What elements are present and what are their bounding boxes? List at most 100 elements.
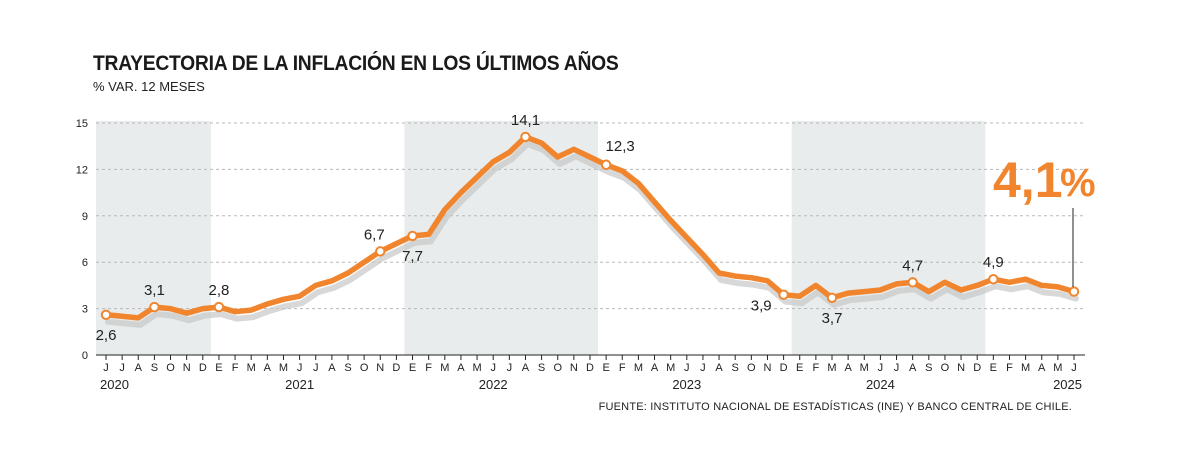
month-label-43: E bbox=[796, 362, 803, 374]
data-label-7: 2,8 bbox=[209, 282, 230, 299]
month-label-23: M bbox=[472, 362, 481, 374]
month-label-60: J bbox=[1071, 362, 1077, 374]
year-label-2020: 2020 bbox=[100, 377, 129, 392]
data-point-31 bbox=[600, 159, 612, 170]
month-label-57: M bbox=[1021, 362, 1030, 374]
y-tick-label-3: 3 bbox=[82, 304, 88, 316]
data-label-50: 4,7 bbox=[902, 257, 923, 274]
month-label-47: M bbox=[860, 362, 869, 374]
y-tick-label-12: 12 bbox=[76, 164, 88, 176]
y-tick-label-9: 9 bbox=[82, 211, 88, 223]
chart-source: FUENTE: INSTITUTO NACIONAL DE ESTADÍSTIC… bbox=[598, 401, 1072, 413]
data-label-layer: 2,6 3,1 2,8 6,7 7,7 14,1 12,3 3,9 3,7 4,7 4,9 bbox=[96, 112, 1004, 344]
data-point-42 bbox=[778, 289, 789, 300]
month-label-8: F bbox=[232, 362, 239, 374]
data-point-17 bbox=[375, 246, 386, 257]
month-label-4: O bbox=[166, 362, 175, 374]
data-label-17: 6,7 bbox=[364, 226, 385, 243]
year-label-2025: 2025 bbox=[1053, 377, 1082, 392]
month-label-11: M bbox=[279, 362, 288, 374]
data-point-50 bbox=[907, 277, 918, 288]
data-point-7 bbox=[213, 301, 225, 313]
chart-title: TRAYECTORIA DE LA INFLACIÓN EN LOS ÚLTIM… bbox=[93, 52, 619, 75]
year-label-2021: 2021 bbox=[285, 377, 314, 392]
month-label-40: O bbox=[747, 362, 756, 374]
month-label-14: A bbox=[328, 362, 336, 374]
month-label-26: A bbox=[522, 362, 530, 374]
data-label-19: 7,7 bbox=[402, 248, 423, 265]
data-point-0 bbox=[100, 309, 112, 320]
month-label-3: S bbox=[151, 362, 158, 374]
month-label-39: S bbox=[732, 362, 739, 374]
month-label-28: O bbox=[553, 362, 562, 374]
data-label-0: 2,6 bbox=[96, 327, 117, 344]
series-line-shadow bbox=[105, 140, 1079, 328]
y-tick-label-0: 0 bbox=[82, 350, 88, 362]
month-label-7: E bbox=[215, 362, 222, 374]
data-label-3: 3,1 bbox=[144, 282, 165, 299]
shaded-band-2 bbox=[791, 121, 986, 355]
data-point-26 bbox=[520, 131, 531, 143]
month-label-5: N bbox=[183, 362, 191, 374]
data-point-60 bbox=[1068, 286, 1080, 297]
month-label-44: F bbox=[812, 362, 819, 374]
month-label-15: S bbox=[344, 362, 351, 374]
data-point-3 bbox=[149, 301, 160, 313]
month-label-45: M bbox=[827, 362, 836, 374]
month-label-0: J bbox=[103, 362, 109, 374]
data-point-45 bbox=[826, 292, 838, 303]
month-label-42: D bbox=[780, 362, 788, 374]
month-label-35: M bbox=[666, 362, 675, 374]
month-label-25: J bbox=[507, 362, 513, 374]
month-label-58: A bbox=[1038, 362, 1046, 374]
month-label-34: A bbox=[651, 362, 659, 374]
month-label-21: M bbox=[440, 362, 449, 374]
month-label-9: M bbox=[247, 362, 256, 374]
month-label-54: D bbox=[973, 362, 981, 374]
month-label-52: O bbox=[941, 362, 950, 374]
chart-subtitle: % VAR. 12 MESES bbox=[93, 79, 205, 94]
month-label-6: D bbox=[199, 362, 207, 374]
month-label-32: F bbox=[619, 362, 626, 374]
month-label-48: J bbox=[878, 362, 884, 374]
month-label-53: N bbox=[957, 362, 965, 374]
y-tick-label-15: 15 bbox=[76, 118, 88, 130]
month-label-46: A bbox=[844, 362, 852, 374]
data-label-31: 12,3 bbox=[606, 138, 635, 155]
month-label-59: M bbox=[1053, 362, 1062, 374]
month-label-24: J bbox=[490, 362, 496, 374]
month-label-12: J bbox=[297, 362, 303, 374]
month-label-30: D bbox=[586, 362, 594, 374]
data-label-55: 4,9 bbox=[983, 254, 1004, 271]
month-label-17: N bbox=[376, 362, 384, 374]
month-label-41: N bbox=[763, 362, 771, 374]
month-label-38: A bbox=[715, 362, 723, 374]
highlight-value: 4,1 bbox=[993, 152, 1063, 208]
month-label-22: A bbox=[457, 362, 465, 374]
month-label-29: N bbox=[570, 362, 578, 374]
month-label-2: A bbox=[135, 362, 143, 374]
month-label-33: M bbox=[634, 362, 643, 374]
highlight-unit: % bbox=[1060, 161, 1096, 205]
year-label-2024: 2024 bbox=[866, 377, 895, 392]
month-label-50: A bbox=[909, 362, 917, 374]
month-label-31: E bbox=[602, 362, 609, 374]
y-tick-label-6: 6 bbox=[82, 257, 88, 269]
shaded-period-layer bbox=[96, 121, 986, 355]
month-label-55: E bbox=[990, 362, 997, 374]
annotated-point-layer bbox=[100, 131, 1080, 320]
month-label-16: O bbox=[360, 362, 369, 374]
month-label-49: J bbox=[894, 362, 900, 374]
month-label-37: J bbox=[700, 362, 706, 374]
month-label-1: J bbox=[119, 362, 125, 374]
month-label-56: F bbox=[1006, 362, 1013, 374]
data-label-45: 3,7 bbox=[822, 310, 843, 327]
month-label-27: S bbox=[538, 362, 545, 374]
month-label-18: D bbox=[392, 362, 400, 374]
highlight-layer: 4,1 % bbox=[993, 152, 1096, 287]
month-label-19: E bbox=[409, 362, 416, 374]
data-point-55 bbox=[988, 274, 999, 285]
month-label-20: F bbox=[425, 362, 432, 374]
